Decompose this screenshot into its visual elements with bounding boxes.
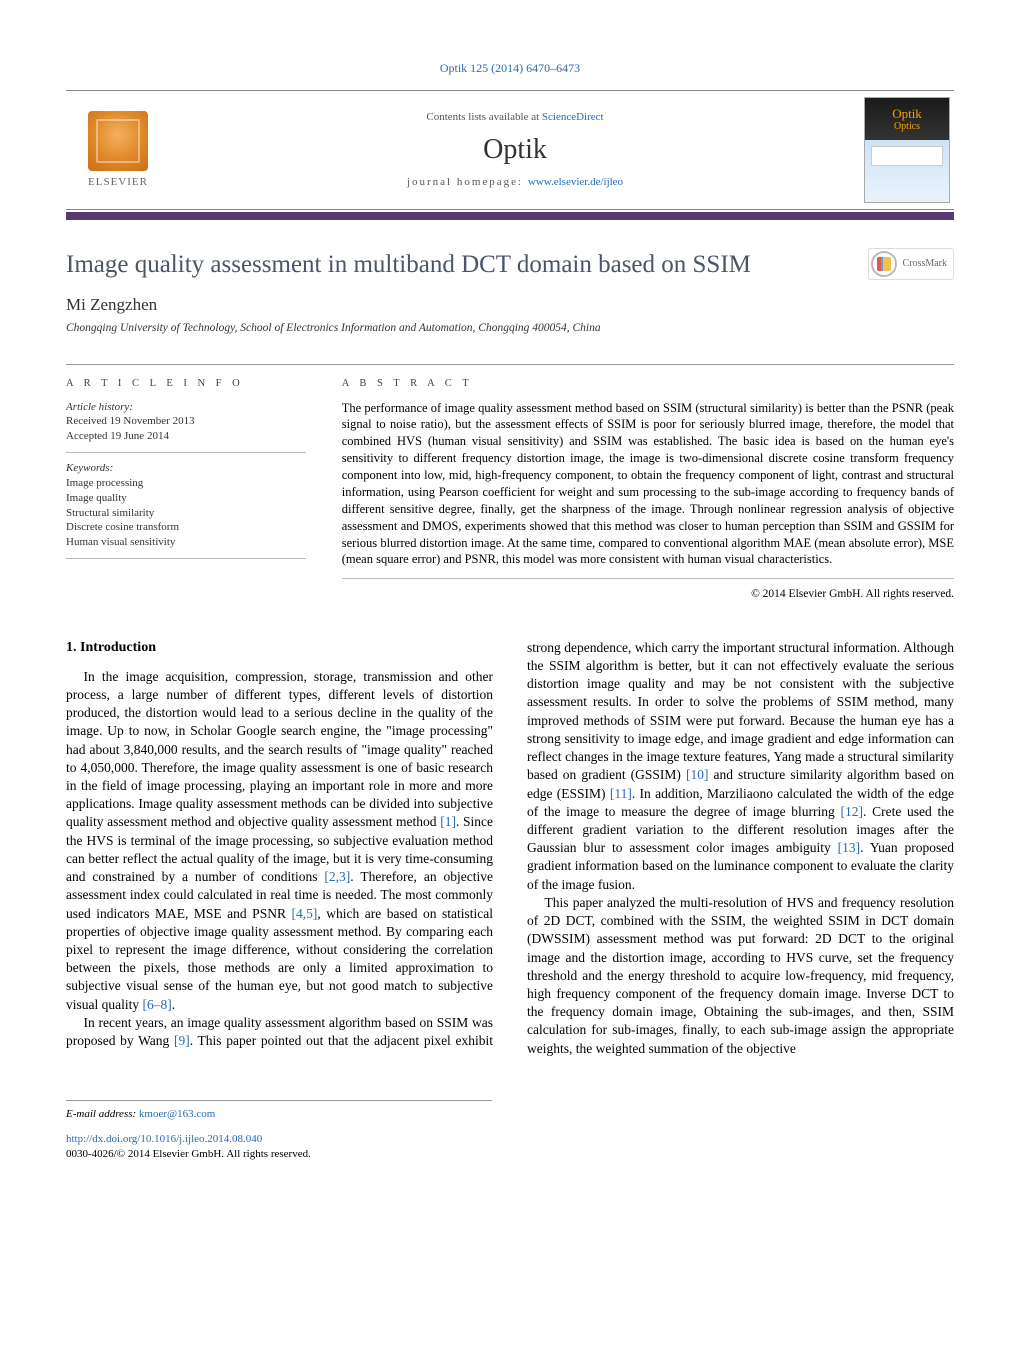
keyword: Discrete cosine transform	[66, 520, 306, 535]
author-email-link[interactable]: kmoer@163.com	[139, 1108, 215, 1120]
history-label: Article history:	[66, 400, 306, 415]
crossmark-label: CrossMark	[903, 257, 947, 271]
header-center: Contents lists available at ScienceDirec…	[166, 97, 864, 203]
citation[interactable]: [1]	[440, 814, 456, 829]
journal-reference: Optik 125 (2014) 6470–6473	[66, 60, 954, 76]
keywords-label: Keywords:	[66, 461, 306, 476]
paper-title: Image quality assessment in multiband DC…	[66, 248, 751, 282]
accepted-date: Accepted 19 June 2014	[66, 429, 306, 444]
abstract-block: A B S T R A C T The performance of image…	[342, 365, 954, 602]
journal-title: Optik	[166, 131, 864, 169]
intro-para-1: In the image acquisition, compression, s…	[66, 668, 493, 1014]
citation[interactable]: [6–8]	[143, 997, 172, 1012]
citation[interactable]: [12]	[841, 804, 864, 819]
received-date: Received 19 November 2013	[66, 414, 306, 429]
elsevier-wordmark: ELSEVIER	[88, 175, 148, 190]
intro-para-3: This paper analyzed the multi-resolution…	[527, 894, 954, 1058]
homepage-line: journal homepage: www.elsevier.de/ijleo	[166, 175, 864, 190]
header-underline	[66, 212, 954, 220]
elsevier-logo: ELSEVIER	[70, 97, 166, 203]
crossmark-badge[interactable]: CrossMark	[868, 248, 954, 280]
journal-header: ELSEVIER Contents lists available at Sci…	[66, 90, 954, 210]
keyword: Image quality	[66, 491, 306, 506]
cover-label-box	[871, 146, 943, 166]
journal-cover-thumbnail: Optik Optics	[864, 97, 950, 203]
contents-available-line: Contents lists available at ScienceDirec…	[166, 110, 864, 125]
homepage-prefix: journal homepage:	[407, 176, 528, 188]
crossmark-icon	[871, 251, 897, 277]
author-affiliation: Chongqing University of Technology, Scho…	[66, 321, 954, 337]
section-1-heading: 1. Introduction	[66, 639, 493, 658]
keyword: Human visual sensitivity	[66, 535, 306, 550]
article-footer: E-mail address: kmoer@163.com http://dx.…	[66, 1100, 492, 1162]
abstract-text: The performance of image quality assessm…	[342, 400, 954, 580]
citation[interactable]: [11]	[610, 786, 632, 801]
citation[interactable]: [13]	[838, 840, 861, 855]
elsevier-tree-icon	[88, 111, 148, 171]
article-info-heading: A R T I C L E I N F O	[66, 377, 306, 391]
issn-copyright: 0030-4026/© 2014 Elsevier GmbH. All righ…	[66, 1147, 492, 1162]
doi-link[interactable]: http://dx.doi.org/10.1016/j.ijleo.2014.0…	[66, 1133, 262, 1145]
sciencedirect-link[interactable]: ScienceDirect	[542, 111, 604, 123]
cover-title: Optik Optics	[865, 98, 949, 140]
citation[interactable]: [10]	[686, 767, 709, 782]
abstract-heading: A B S T R A C T	[342, 377, 954, 391]
article-info-block: A R T I C L E I N F O Article history: R…	[66, 365, 306, 602]
email-line: E-mail address: kmoer@163.com	[66, 1107, 492, 1122]
email-label: E-mail address:	[66, 1108, 139, 1120]
citation[interactable]: [9]	[174, 1033, 190, 1048]
body-columns: 1. Introduction In the image acquisition…	[66, 639, 954, 1058]
homepage-link[interactable]: www.elsevier.de/ijleo	[528, 176, 623, 188]
keyword: Image processing	[66, 476, 306, 491]
citation[interactable]: [4,5]	[291, 906, 317, 921]
author-name: Mi Zengzhen	[66, 294, 954, 317]
abstract-copyright: © 2014 Elsevier GmbH. All rights reserve…	[342, 587, 954, 603]
keyword: Structural similarity	[66, 506, 306, 521]
citation[interactable]: [2,3]	[324, 869, 350, 884]
contents-prefix: Contents lists available at	[426, 111, 541, 123]
cover-art	[865, 140, 949, 202]
keywords-block: Keywords: Image processing Image quality…	[66, 461, 306, 559]
article-history: Article history: Received 19 November 20…	[66, 400, 306, 454]
